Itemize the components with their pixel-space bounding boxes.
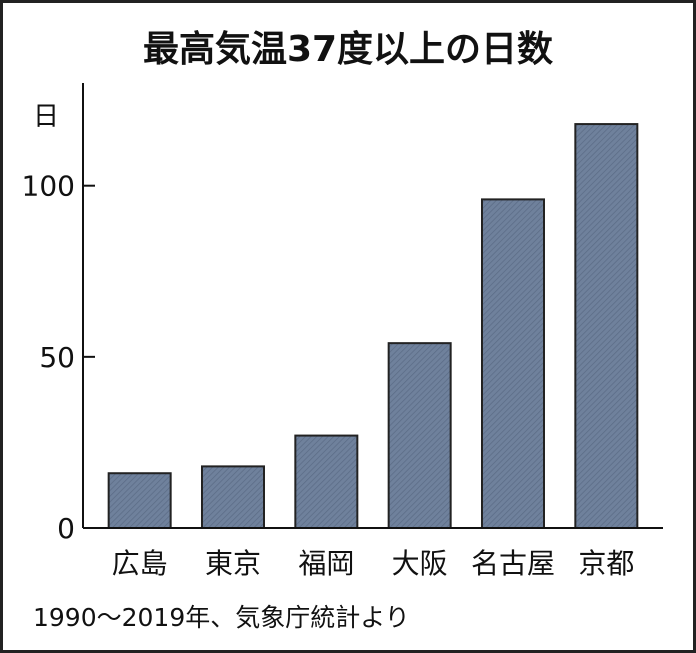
x-category-label: 広島 xyxy=(112,547,168,580)
bar-5 xyxy=(481,198,545,529)
y-tick-label: 50 xyxy=(39,341,75,374)
x-category-label: 大阪 xyxy=(392,547,448,580)
y-tick-label: 100 xyxy=(22,170,75,203)
bar-6 xyxy=(574,123,639,529)
x-category-label: 名古屋 xyxy=(471,547,555,580)
x-category-label: 福岡 xyxy=(298,547,354,580)
bar-3 xyxy=(294,434,359,530)
bars xyxy=(107,123,639,530)
bar-1 xyxy=(107,472,172,530)
y-axis-ticks: 0 50 100 xyxy=(22,170,95,545)
y-axis-unit-label: 日 xyxy=(33,102,59,132)
x-axis-labels: 広島 東京 福岡 大阪 名古屋 京都 xyxy=(112,547,635,580)
x-category-label: 京都 xyxy=(578,547,634,580)
y-tick-label: 0 xyxy=(57,512,75,545)
bar-2 xyxy=(201,465,265,529)
bar-chart: 最高気温37度以上の日数 日 0 50 100 広島 東京 福岡 大阪 名古屋 京都 1990… xyxy=(22,29,663,632)
x-category-label: 東京 xyxy=(205,547,261,580)
bar-4 xyxy=(387,342,452,529)
chart-title: 最高気温37度以上の日数 xyxy=(143,29,553,70)
source-note: 1990〜2019年、気象庁統計より xyxy=(33,603,410,632)
